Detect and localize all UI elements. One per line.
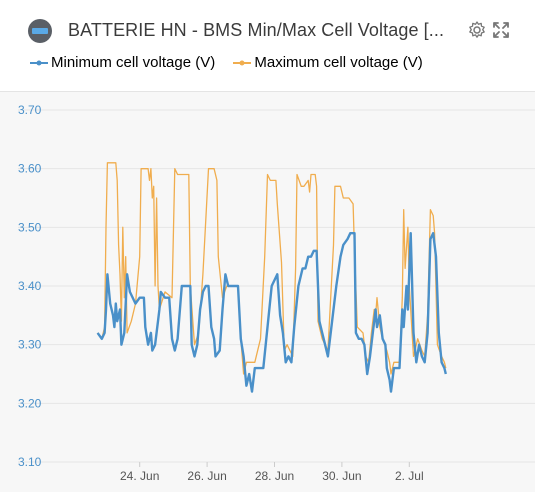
plot-area: 3.70 3.60 3.50 3.40 3.30 3.20 3.10 24. Jun 26. J…: [0, 92, 535, 492]
y-tick-label: 3.30: [18, 338, 42, 352]
chart-legend: Minimum cell voltage (V) Maximum cell vo…: [30, 54, 437, 71]
legend-item-min[interactable]: Minimum cell voltage (V): [30, 54, 215, 71]
line-chart[interactable]: 3.70 3.60 3.50 3.40 3.30 3.20 3.10 24. Jun 26. J…: [0, 92, 535, 492]
x-tick-label: 2. Jul: [395, 469, 424, 483]
legend-label-max: Maximum cell voltage (V): [254, 54, 423, 71]
min-series-swatch: [30, 60, 48, 66]
battery-icon: [28, 19, 52, 43]
y-tick-label: 3.10: [18, 455, 42, 469]
y-tick-label: 3.20: [18, 396, 42, 410]
x-tick-label: 26. Jun: [187, 469, 226, 483]
series-line-min: [96, 232, 447, 393]
header-divider: [0, 91, 535, 92]
series-line-max: [97, 162, 447, 375]
x-tick-label: 28. Jun: [255, 469, 294, 483]
max-series-swatch: [233, 60, 252, 66]
expand-icon[interactable]: [491, 20, 511, 40]
y-tick-label: 3.70: [18, 103, 42, 117]
gear-icon[interactable]: [467, 20, 487, 40]
legend-label-min: Minimum cell voltage (V): [51, 54, 216, 71]
widget-title: BATTERIE HN - BMS Min/Max Cell Voltage […: [68, 20, 445, 40]
y-tick-label: 3.60: [18, 162, 42, 176]
x-tick-label: 24. Jun: [120, 469, 159, 483]
y-tick-label: 3.50: [18, 220, 42, 234]
x-tick-label: 30. Jun: [322, 469, 361, 483]
legend-item-max[interactable]: Maximum cell voltage (V): [233, 54, 423, 71]
widget-header: BATTERIE HN - BMS Min/Max Cell Voltage […: [0, 0, 535, 92]
y-tick-label: 3.40: [18, 279, 42, 293]
